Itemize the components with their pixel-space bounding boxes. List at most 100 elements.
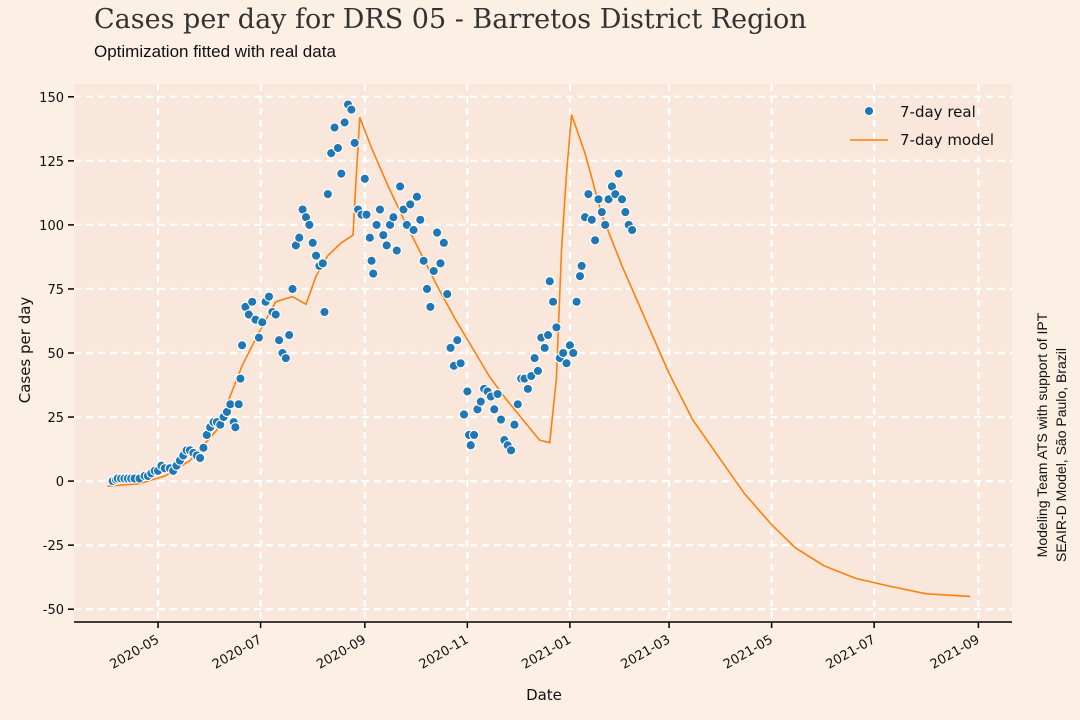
legend-marker-real	[863, 105, 875, 117]
data-point	[361, 209, 372, 220]
x-tick-label: 2020-09	[314, 632, 369, 672]
data-point	[371, 219, 382, 231]
data-point	[522, 383, 534, 395]
data-point	[317, 258, 328, 269]
data-point	[243, 309, 254, 320]
data-point	[284, 329, 295, 341]
data-point	[551, 322, 562, 333]
data-point	[401, 219, 412, 231]
data-point	[374, 204, 386, 215]
data-point	[273, 335, 285, 346]
x-tick-label: 2021-01	[519, 632, 574, 672]
data-point	[364, 232, 376, 243]
data-point	[247, 296, 258, 307]
data-point	[388, 212, 399, 223]
data-point	[509, 419, 520, 430]
data-point	[532, 365, 544, 377]
x-axis-ticks: 2020-05 2020-07 2020-09 2020-11 2021-01 2021-…	[108, 622, 983, 673]
x-tick-label: 2020-05	[108, 632, 163, 672]
data-point	[391, 245, 402, 256]
y-tick-label: 125	[39, 155, 64, 170]
legend-label-model: 7-day model	[900, 131, 994, 149]
data-point	[526, 370, 537, 382]
x-tick-label: 2021-09	[928, 632, 983, 672]
y-tick-label: 100	[39, 219, 64, 234]
series-line-7-day-model	[107, 114, 971, 598]
data-point	[576, 260, 587, 272]
data-point	[322, 189, 333, 200]
data-point	[512, 399, 523, 410]
y-axis-label: Cases per day	[16, 297, 34, 404]
grid	[74, 84, 1012, 622]
y-tick-label: -25	[43, 539, 64, 554]
data-point	[431, 227, 443, 238]
data-point	[236, 340, 248, 351]
data-point	[428, 265, 439, 277]
data-point	[280, 352, 291, 364]
data-point	[339, 117, 350, 128]
data-point	[442, 288, 453, 300]
y-tick-label: 75	[47, 283, 64, 298]
data-point	[616, 194, 628, 205]
data-point	[593, 194, 604, 205]
y-tick-label: -50	[43, 603, 64, 618]
data-point	[235, 373, 246, 384]
data-point	[332, 142, 344, 154]
data-point	[418, 255, 429, 266]
x-tick-label: 2020-11	[417, 632, 472, 672]
data-point	[613, 168, 624, 179]
data-point	[596, 206, 607, 218]
data-point	[366, 255, 377, 266]
data-point	[346, 104, 357, 115]
data-point	[558, 347, 569, 359]
data-point	[425, 301, 436, 313]
data-point	[381, 240, 392, 251]
data-point	[589, 235, 601, 246]
data-point	[455, 358, 466, 369]
data-point	[336, 168, 347, 179]
data-point	[603, 194, 614, 205]
x-axis-label: Date	[526, 686, 562, 704]
data-point	[571, 296, 582, 307]
data-point	[194, 452, 206, 464]
data-point	[421, 283, 433, 295]
data-point	[415, 214, 426, 225]
data-point	[368, 268, 379, 279]
y-tick-label: 25	[47, 411, 64, 426]
legend: 7-day real 7-day model	[850, 103, 994, 149]
data-point	[547, 296, 559, 307]
data-point	[438, 237, 449, 248]
data-point	[561, 358, 572, 369]
data-point	[287, 283, 298, 295]
legend-label-real: 7-day real	[900, 103, 976, 121]
data-point	[574, 270, 586, 282]
data-point	[408, 224, 419, 236]
data-point	[610, 189, 621, 200]
credit-line-1: Modeling Team ATS with support of IPT	[1034, 312, 1050, 557]
data-point	[626, 224, 638, 236]
y-tick-label: 0	[56, 475, 64, 490]
data-point	[405, 199, 416, 210]
data-point	[445, 342, 456, 354]
data-point	[263, 291, 275, 302]
data-point	[230, 422, 241, 433]
credit-line-2: SEAIR-D Model, São Paulo, Brazil	[1053, 348, 1069, 562]
data-point	[458, 409, 470, 420]
data-point	[253, 332, 265, 343]
data-point	[495, 414, 507, 425]
data-point	[326, 148, 337, 159]
x-tick-label: 2021-05	[721, 632, 776, 672]
data-point	[475, 396, 486, 407]
chart-subtitle: Optimization fitted with real data	[94, 42, 336, 61]
data-point	[349, 137, 360, 149]
chart-title: Cases per day for DRS 05 - Barretos Dist…	[94, 4, 807, 35]
y-tick-label: 50	[47, 347, 64, 362]
data-point	[529, 352, 540, 364]
data-point	[398, 204, 409, 215]
y-tick-label: 150	[39, 91, 64, 106]
x-tick-label: 2020-07	[210, 632, 265, 672]
data-point	[310, 250, 322, 261]
data-point	[233, 399, 244, 410]
data-point	[452, 335, 463, 346]
data-point	[307, 237, 318, 248]
